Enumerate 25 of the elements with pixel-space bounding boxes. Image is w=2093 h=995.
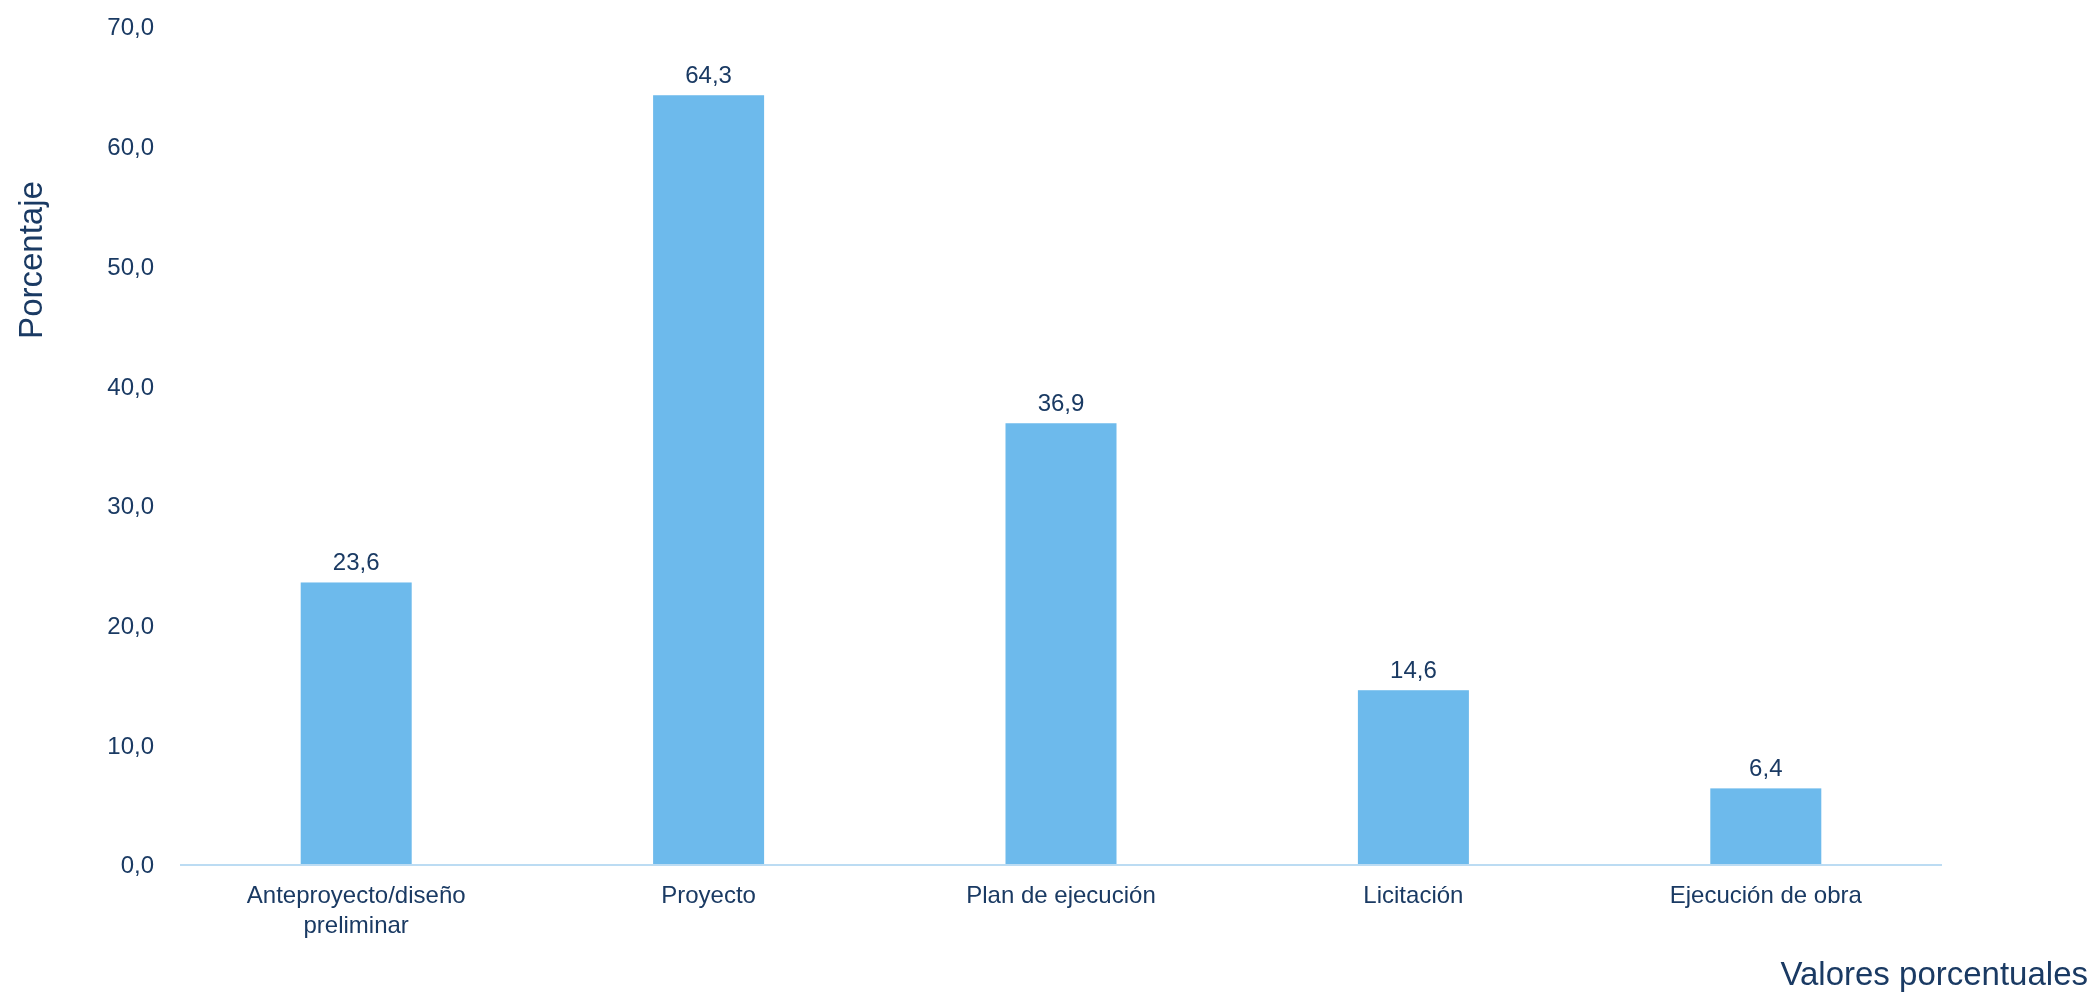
y-tick-label: 10,0 — [107, 731, 154, 759]
x-tick-label: Licitación — [1363, 881, 1464, 908]
y-tick-label: 50,0 — [107, 252, 154, 280]
y-tick-label: 70,0 — [107, 13, 154, 41]
bar — [653, 95, 765, 865]
y-tick-label: 60,0 — [107, 133, 154, 161]
data-label: 14,6 — [1390, 656, 1437, 684]
data-label: 23,6 — [332, 548, 380, 576]
y-axis-title: Porcentaje — [12, 181, 49, 339]
y-tick-label: 30,0 — [107, 492, 154, 520]
x-tick-label: Plan de ejecución — [966, 881, 1156, 908]
x-axis-title: Valores porcentuales — [1780, 955, 2088, 992]
bar — [1005, 423, 1117, 865]
y-tick-label: 20,0 — [107, 611, 154, 639]
data-label: 6,4 — [1749, 754, 1783, 782]
x-tick-label: Ejecución de obra — [1669, 881, 1863, 908]
y-tick-label: 0,0 — [120, 851, 154, 879]
bar — [1710, 788, 1822, 865]
data-label: 36,9 — [1037, 389, 1085, 417]
x-tick-label: Proyecto — [661, 881, 756, 908]
x-tick-label: Anteproyecto/diseño preliminar — [246, 881, 466, 938]
bar — [1357, 690, 1469, 865]
bar — [300, 582, 412, 865]
data-label: 64,3 — [685, 61, 732, 89]
y-tick-label: 40,0 — [107, 372, 154, 400]
